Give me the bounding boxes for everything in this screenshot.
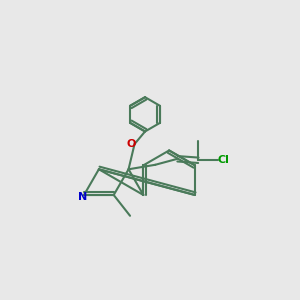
Text: Cl: Cl	[217, 155, 229, 165]
Text: O: O	[126, 139, 136, 149]
Text: N: N	[78, 191, 87, 202]
